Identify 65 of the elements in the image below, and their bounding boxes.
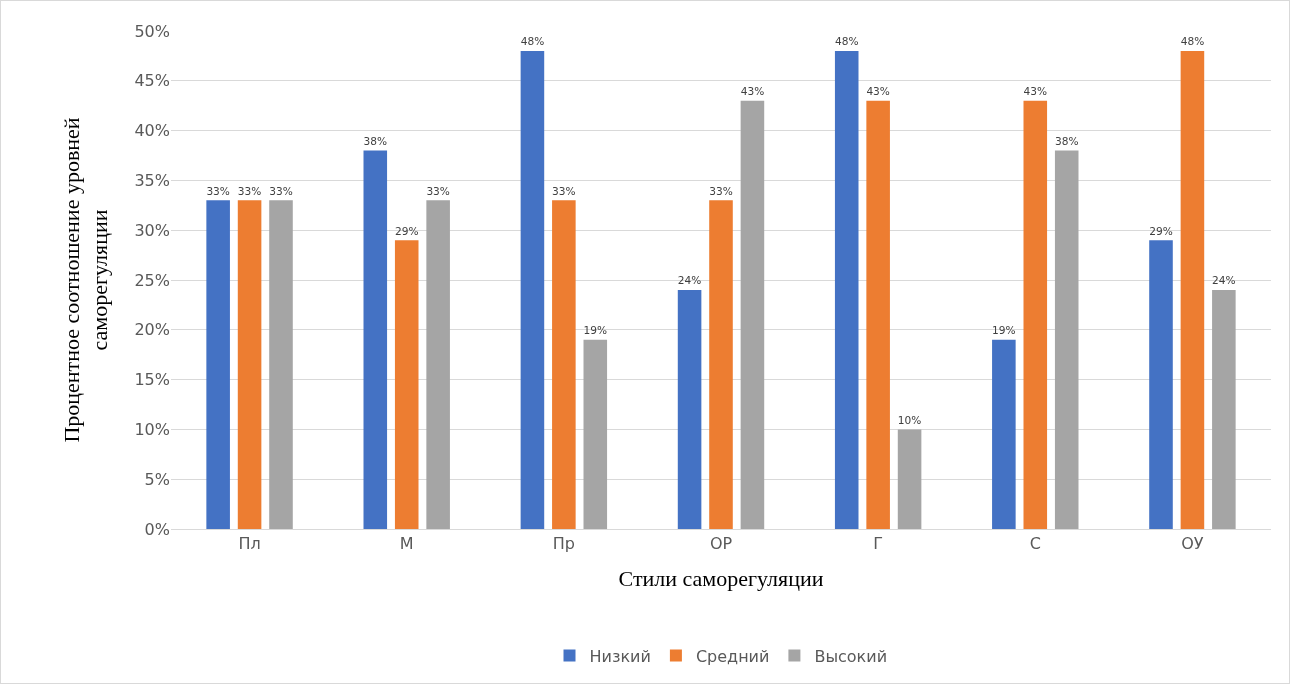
y-tick-label: 15% [134,370,170,390]
legend-label: Высокий [814,646,888,666]
bar [363,150,388,529]
x-tick-label: С [1029,534,1041,554]
bar [394,240,419,529]
data-label: 24% [677,274,702,287]
bar [269,200,293,529]
bar [992,339,1016,529]
bar [834,50,859,529]
y-tick-label: 35% [134,171,170,190]
data-label: 43% [740,85,765,98]
bar [740,100,765,529]
y-axis-title: Процентное соотношение уровней саморегуляции [58,117,113,443]
bar [426,200,450,529]
y-tick-label: 40% [134,121,170,141]
bar [1023,100,1048,529]
data-label: 33% [237,184,262,197]
y-tick-label: 5% [144,469,170,489]
x-tick-label: Г [873,534,884,554]
x-tick-label: М [399,534,414,554]
bar [520,50,545,529]
data-label: 10% [897,413,922,426]
bar [677,289,702,529]
y-tick-label: 20% [134,320,170,340]
bar [237,200,262,529]
data-label: 48% [1180,35,1205,48]
legend-label: Низкий [589,646,651,666]
data-label: 43% [866,85,890,98]
y-tick-label: 45% [134,71,170,91]
data-label: 19% [992,324,1016,337]
data-label: 29% [394,224,419,237]
bar [552,200,576,529]
data-label: 19% [583,324,608,337]
y-tick-label: 30% [134,220,170,240]
data-label: 33% [709,184,733,197]
data-label: 33% [552,184,576,197]
bar [897,429,922,529]
data-label: 33% [206,184,230,197]
data-label: 38% [1054,134,1079,147]
bar [1149,240,1173,529]
data-label: 38% [363,134,388,147]
x-tick-label: ОУ [1181,534,1204,554]
data-label: 33% [426,184,450,197]
x-axis-title: Стили саморегуляции [618,566,824,592]
bar [709,200,733,529]
y-tick-label: 10% [134,420,170,439]
legend-label: Средний [695,646,770,666]
bar [206,200,230,529]
bar [583,339,608,529]
data-label: 24% [1212,274,1236,287]
x-tick-label: ОР [709,534,733,554]
data-label: 33% [269,184,293,197]
bar [1054,150,1079,529]
data-label: 29% [1149,224,1173,237]
data-label: 48% [834,35,859,48]
data-label: 43% [1023,85,1048,98]
y-tick-label: 50% [134,21,170,41]
bar [1212,289,1236,529]
data-label: 48% [520,35,545,48]
y-tick-label: 25% [134,270,170,290]
x-tick-label: Пл [238,534,261,554]
y-tick-label: 0% [144,519,170,539]
bar [1180,50,1205,529]
x-tick-label: Пр [552,534,575,554]
bar [866,100,890,529]
